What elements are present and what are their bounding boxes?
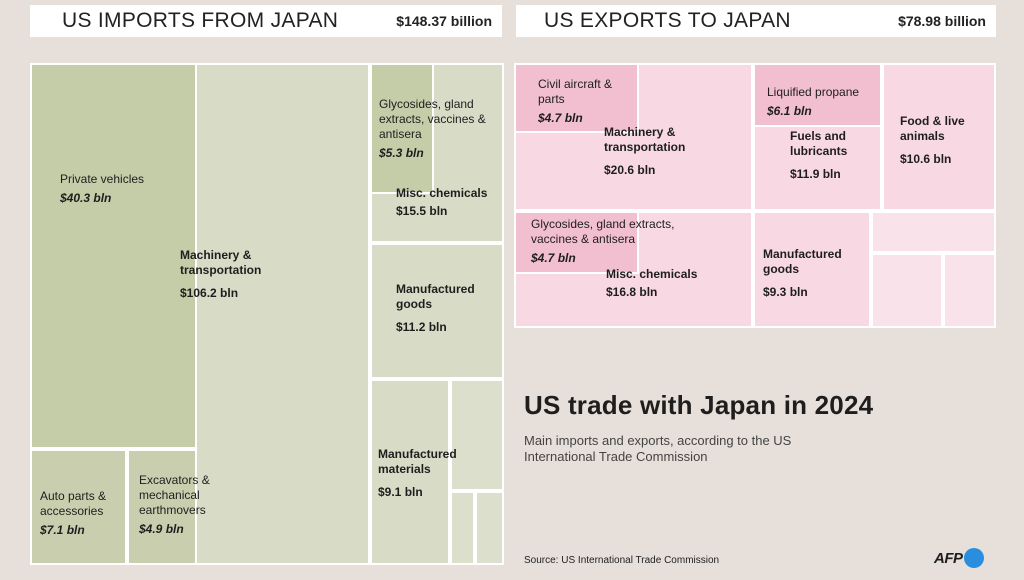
- imports-label-machinery: Machinery & transportation $106.2 bln: [180, 248, 262, 300]
- exports-header: US EXPORTS TO JAPAN $78.98 billion: [516, 5, 996, 37]
- chart-subtitle: Main imports and exports, according to t…: [524, 433, 792, 464]
- imports-label-manufactured-materials: Manufactured materials $9.1 bln: [378, 447, 457, 499]
- imports-rect-glycosides: [370, 63, 434, 194]
- imports-label-glycosides: Glycosides, gland extracts, vaccines & a…: [379, 97, 486, 160]
- exports-rect-manufactured-goods: [753, 211, 871, 328]
- imports-label-misc-chemicals: Misc. chemicals $15.5 bln: [396, 186, 488, 218]
- exports-label-misc-chemicals: Misc. chemicals $16.8 bln: [606, 267, 698, 299]
- imports-rect-private-vehicles: [30, 63, 197, 449]
- exports-label-manufactured-goods: Manufactured goods $9.3 bln: [763, 247, 842, 299]
- imports-label-manufactured-goods: Manufactured goods $11.2 bln: [396, 282, 475, 334]
- imports-rect-small-3: [475, 491, 504, 565]
- imports-header: US IMPORTS FROM JAPAN $148.37 billion: [30, 5, 502, 37]
- exports-rect-small-2: [871, 253, 943, 328]
- source-note: Source: US International Trade Commissio…: [524, 555, 720, 566]
- exports-rect-civil-aircraft: [514, 63, 639, 133]
- exports-header-total: $78.98 billion: [898, 13, 986, 29]
- exports-rect-food: [882, 63, 996, 211]
- imports-header-title: US IMPORTS FROM JAPAN: [62, 9, 339, 32]
- afp-logo: AFP: [934, 548, 984, 568]
- exports-rect-small-1: [871, 211, 996, 253]
- exports-rect-liquified-propane: [753, 63, 882, 127]
- imports-label-private-vehicles: Private vehicles $40.3 bln: [60, 172, 145, 205]
- exports-header-title: US EXPORTS TO JAPAN: [544, 9, 791, 32]
- imports-label-auto-parts: Auto parts & accessories $7.1 bln: [40, 489, 107, 537]
- exports-rect-small-3: [943, 253, 996, 328]
- exports-label-glycosides: Glycosides, gland extracts, vaccines & a…: [531, 217, 675, 265]
- imports-rect-manufactured-goods: [370, 243, 504, 379]
- exports-label-machinery: Machinery & transportation $20.6 bln: [604, 125, 686, 177]
- imports-rect-manufactured-materials: [370, 379, 450, 565]
- chart-title-block: US trade with Japan in 2024: [524, 390, 873, 421]
- exports-rect-glycosides: [514, 211, 639, 274]
- chart-title: US trade with Japan in 2024: [524, 390, 874, 420]
- exports-label-civil-aircraft: Civil aircraft & parts $4.7 bln: [538, 77, 613, 125]
- imports-rect-auto-parts: [30, 449, 127, 565]
- imports-rect-small-2: [450, 491, 475, 565]
- imports-header-total: $148.37 billion: [396, 13, 492, 29]
- exports-label-food: Food & live animals $10.6 bln: [900, 114, 965, 166]
- afp-logo-text: AFP: [934, 549, 963, 567]
- imports-rect-small-1: [450, 379, 504, 491]
- exports-label-fuels: Fuels and lubricants $11.9 bln: [790, 129, 848, 181]
- imports-rect-excavators: [127, 449, 197, 565]
- afp-logo-dot-icon: [963, 548, 984, 568]
- exports-label-liquified-propane: Liquified propane $6.1 bln: [767, 85, 860, 118]
- imports-label-excavators: Excavators & mechanical earthmovers $4.9…: [139, 473, 210, 536]
